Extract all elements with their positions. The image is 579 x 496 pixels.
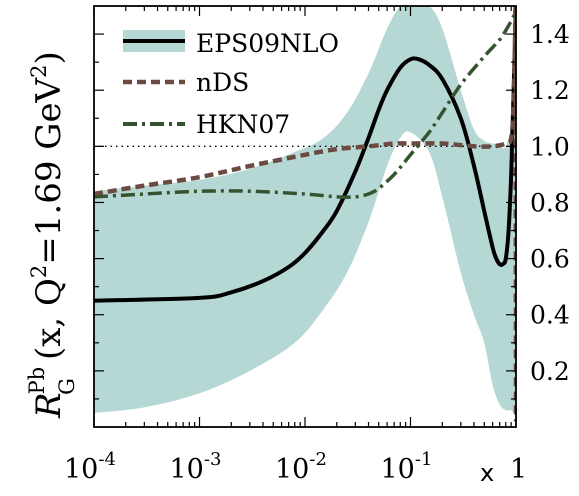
x-tick-label: 10-2 (275, 449, 327, 485)
y-tick-label: 0.2 (530, 357, 570, 386)
series-line-eps09nlo (94, 6, 516, 303)
x-tick-label: 10-1 (381, 449, 433, 485)
y-tick-label: 1.2 (530, 76, 570, 105)
legend: EPS09NLO nDS HKN07 (123, 29, 339, 139)
y-tick-label: 1.4 (530, 20, 570, 49)
y-tick-labels: 0.2 0.4 0.6 0.8 1.0 1.2 1.4 (530, 20, 570, 386)
y-tick-label: 0.4 (530, 301, 570, 330)
x-tick-label: 10-4 (64, 449, 116, 485)
y-axis-label: RPb G(x, Q2=1.69 GeV2) (25, 51, 79, 419)
plot-area (94, 6, 516, 422)
legend-label-hkn07: HKN07 (196, 110, 290, 139)
y-tick-label: 1.0 (530, 132, 570, 161)
eps09-uncertainty-band (94, 6, 516, 416)
y-tick-label: 0.6 (530, 245, 570, 274)
legend-label-nds: nDS (196, 68, 249, 97)
x-tick-label: 1 (510, 454, 527, 485)
x-tick-label: 10-3 (170, 449, 222, 485)
x-tick-labels: 10-4 10-3 10-2 10-1 1 (64, 449, 527, 485)
series-line-nds (94, 6, 516, 422)
y-tick-label: 0.8 (530, 188, 570, 217)
x-axis-label: x (480, 459, 494, 487)
legend-label-eps09nlo: EPS09NLO (196, 29, 339, 58)
tick-marks (93, 6, 517, 427)
